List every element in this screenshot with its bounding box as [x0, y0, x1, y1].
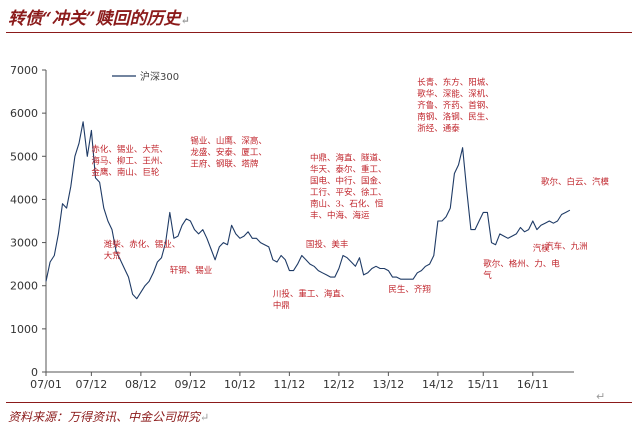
x-tick-label: 10/12: [224, 378, 256, 391]
y-tick-label: 4000: [10, 193, 38, 206]
x-tick-label: 14/12: [422, 378, 454, 391]
annotation-label: 歌尔、白云、汽模: [541, 176, 610, 187]
title-text: 转债“冲关”赎回的历史: [8, 9, 181, 29]
annotation-label: 汽车、九洲: [545, 241, 588, 252]
chart-axes: 0 1000 2000 3000 4000 5000 6000 7000 07/01 07/12 0…: [10, 64, 574, 391]
annotation-label: 歌尔、格州、力、电气: [483, 258, 560, 281]
y-tick-label: 6000: [10, 107, 38, 120]
source-note: 资料来源：万得资讯、中金公司研究↵: [8, 408, 209, 425]
x-tick-label: 12/12: [323, 378, 355, 391]
annotation-label: 汽模: [533, 243, 551, 254]
legend-label: 沪深300: [140, 70, 179, 83]
y-tick-label: 0: [31, 366, 38, 379]
annotation-label: 中鼎、海直、隧道、华天、泰尔、重工、国电、中行、国金、工行、平安、徐工、南山、3…: [310, 153, 387, 222]
y-tick-label: 5000: [10, 150, 38, 163]
annotation-label: 川投、重工、海直、中鼎: [273, 289, 350, 312]
annotation-label: 赤化、锡业、大荒、海马、柳工、王州、金鹰、南山、巨轮: [91, 144, 168, 178]
annotation-label: 轩钢、锡业: [170, 265, 213, 276]
y-tick-label: 7000: [10, 64, 38, 77]
x-tick-label: 09/12: [175, 378, 207, 391]
series-line: [45, 121, 571, 300]
source-text: 资料来源：万得资讯、中金公司研究: [8, 410, 201, 424]
stray-para-mark: ↵: [596, 390, 606, 403]
annotation-label: 民生、齐翔: [388, 284, 431, 295]
chart-series: [45, 121, 571, 300]
y-tick-label: 3000: [10, 237, 38, 250]
x-tick-label: 11/12: [274, 378, 306, 391]
annotation-label: 长青、东方、阳城、歌华、深能、深机、齐鲁、齐药、首钢、南钢、洛钢、民生、浙经、通…: [417, 77, 494, 134]
line-chart: 0 1000 2000 3000 4000 5000 6000 7000 07/01 07/12 0…: [10, 64, 610, 391]
annotation-label: 潍柴、赤化、锡业、大荒: [104, 239, 181, 262]
source-para-mark: ↵: [200, 411, 210, 424]
y-tick-label: 2000: [10, 280, 38, 293]
title-divider: [6, 32, 632, 33]
x-tick-label: 16/11: [517, 378, 549, 391]
page-title: 转债“冲关”赎回的历史↵: [8, 4, 190, 29]
x-tick-label: 07/01: [30, 378, 62, 391]
title-para-mark: ↵: [180, 14, 190, 27]
annotation-label: 锡业、山鹰、深高、龙盛、安泰、厦工、王府、钢联、塔牌: [190, 135, 267, 169]
source-divider: [6, 402, 632, 403]
chart-annotations: 长青、东方、阳城、歌华、深能、深机、齐鲁、齐药、首钢、南钢、洛钢、民生、浙经、通…: [91, 77, 609, 311]
x-tick-label: 07/12: [76, 378, 108, 391]
y-tick-label: 1000: [10, 323, 38, 336]
x-tick-label: 15/11: [467, 378, 499, 391]
x-tick-label: 08/12: [125, 378, 157, 391]
x-tick-label: 13/12: [373, 378, 405, 391]
chart-legend: 沪深300: [112, 70, 179, 83]
annotation-label: 国投、美丰: [306, 239, 349, 250]
